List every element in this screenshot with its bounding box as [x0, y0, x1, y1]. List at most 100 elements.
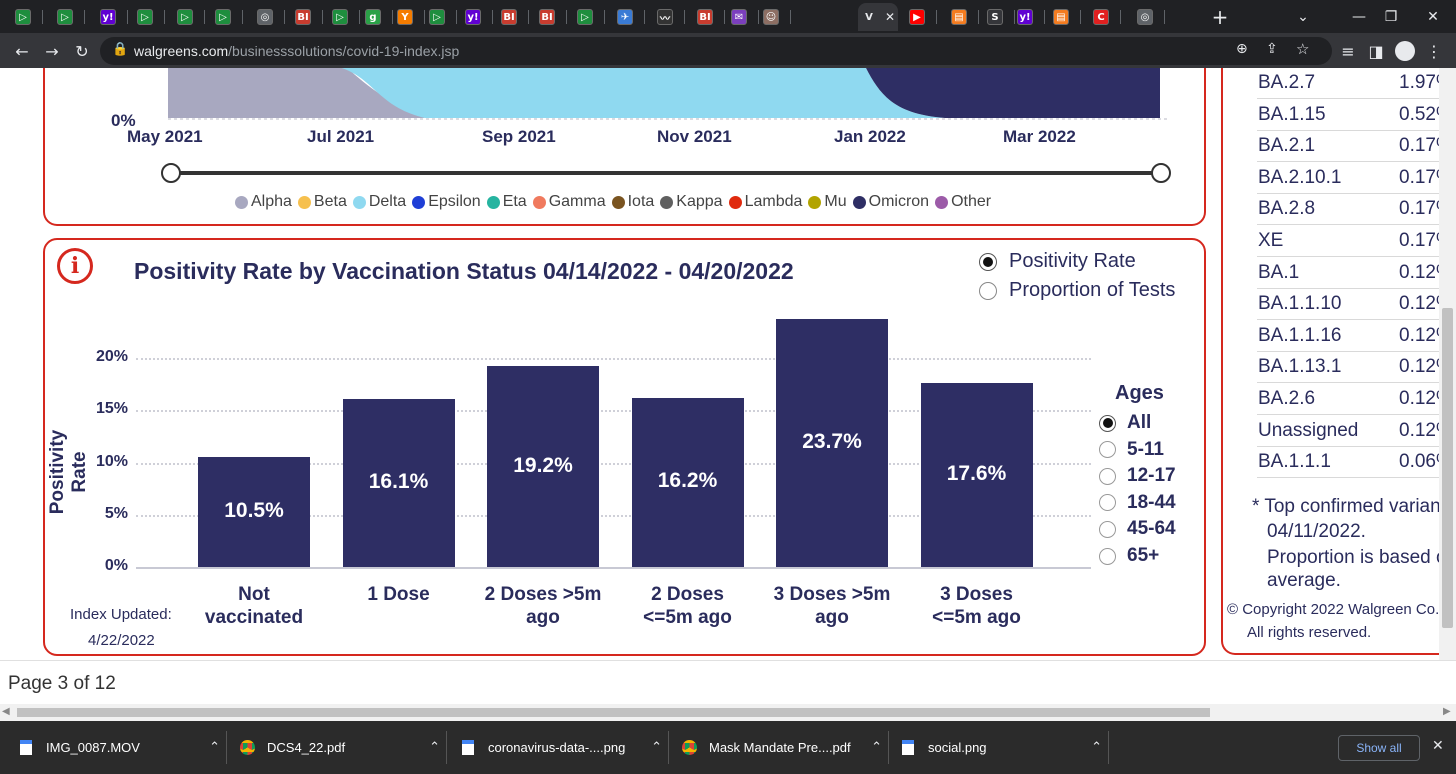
view-option-positivity-rate[interactable]: Positivity Rate	[979, 250, 1136, 273]
view-option-proportion-of-tests[interactable]: Proportion of Tests	[979, 279, 1175, 302]
age-option[interactable]: 12-17	[1099, 465, 1176, 487]
tab[interactable]: ▷	[208, 3, 238, 31]
tab[interactable]: BI	[494, 3, 524, 31]
minimize-icon[interactable]: —	[1352, 8, 1366, 25]
download-item[interactable]: IMG_0087.MOV ⌃	[20, 721, 220, 774]
slider-handle-end[interactable]	[1151, 163, 1171, 183]
tab[interactable]: 〰	[650, 3, 680, 31]
info-icon[interactable]: i	[57, 248, 93, 284]
tab[interactable]: BI	[532, 3, 562, 31]
chevron-up-icon[interactable]: ⌃	[651, 740, 662, 755]
age-option[interactable]: 5-11	[1099, 439, 1164, 461]
tab[interactable]: ▷	[170, 3, 200, 31]
tab[interactable]: ◎	[250, 3, 280, 31]
age-option[interactable]: All	[1099, 412, 1151, 434]
more-menu-icon[interactable]: ⋮	[1426, 41, 1442, 61]
scrollbar-thumb[interactable]	[1442, 308, 1453, 628]
tab[interactable]: ✈	[610, 3, 640, 31]
tab[interactable]: Y	[390, 3, 420, 31]
age-option[interactable]: 65+	[1099, 545, 1159, 567]
variant-name: BA.1.1.10	[1258, 293, 1342, 315]
address-bar[interactable]: 🔒 walgreens.com/businesssolutions/covid-…	[100, 37, 1332, 65]
download-item[interactable]: DCS4_22.pdf ⌃	[240, 721, 440, 774]
new-tab-button[interactable]: +	[1211, 4, 1229, 29]
scroll-right-icon[interactable]: ▶	[1443, 706, 1451, 717]
side-panel-icon[interactable]: ◨	[1368, 41, 1384, 61]
reload-icon[interactable]: ↻	[75, 41, 89, 61]
slider-handle-start[interactable]	[161, 163, 181, 183]
tab[interactable]: y!	[458, 3, 488, 31]
age-option[interactable]: 45-64	[1099, 518, 1176, 540]
legend-item[interactable]: Alpha	[235, 193, 292, 211]
variant-proportions-card: 0% May 2021 Jul 2021 Sep 2021 Nov 2021 J…	[43, 68, 1206, 226]
bar[interactable]	[776, 319, 888, 567]
legend-item[interactable]: Mu	[808, 193, 847, 211]
bar[interactable]	[342, 398, 455, 567]
legend-item[interactable]: Epsilon	[412, 193, 481, 211]
zoom-icon[interactable]: ⊕	[1236, 41, 1248, 57]
download-item[interactable]: Mask Mandate Pre....pdf ⌃	[682, 721, 882, 774]
tab[interactable]: ◎	[1130, 3, 1160, 31]
tab[interactable]: BI	[690, 3, 720, 31]
bar[interactable]	[631, 397, 744, 567]
active-tab[interactable]: V ✕	[858, 3, 898, 31]
horizontal-scrollbar[interactable]: ◀ ▶	[0, 704, 1456, 721]
hscroll-thumb[interactable]	[17, 708, 1210, 717]
restore-icon[interactable]: ❐	[1384, 8, 1398, 25]
radio-circle	[1099, 547, 1116, 565]
tab[interactable]: y!	[1010, 3, 1040, 31]
legend-item[interactable]: Kappa	[660, 193, 723, 211]
tab[interactable]: ▶	[902, 3, 932, 31]
tab[interactable]: ▷	[130, 3, 160, 31]
bookmark-star-icon[interactable]: ☆	[1296, 40, 1310, 58]
tab[interactable]: C	[1086, 3, 1116, 31]
close-shelf-icon[interactable]: ✕	[1432, 738, 1444, 754]
download-item[interactable]: social.png ⌃	[902, 721, 1102, 774]
tab[interactable]: g	[358, 3, 388, 31]
legend-item[interactable]: Delta	[352, 193, 406, 211]
legend-item[interactable]: Other	[935, 193, 991, 211]
tab[interactable]: BI	[288, 3, 318, 31]
tab[interactable]: ▷	[50, 3, 80, 31]
tab[interactable]: ▷	[325, 3, 355, 31]
profile-avatar[interactable]	[1393, 39, 1417, 63]
bar[interactable]	[920, 383, 1033, 567]
legend-item[interactable]: Omicron	[852, 193, 929, 211]
tab[interactable]: ▷	[8, 3, 38, 31]
bar[interactable]	[487, 366, 599, 567]
tab[interactable]: ▷	[422, 3, 452, 31]
date-range-slider[interactable]	[161, 163, 1171, 183]
download-item[interactable]: coronavirus-data-....png ⌃	[462, 721, 662, 774]
tab-search-icon[interactable]: ⌄	[1297, 8, 1309, 25]
vertical-scrollbar[interactable]	[1439, 68, 1456, 660]
tab-close-icon[interactable]: ✕	[884, 10, 896, 24]
legend-item[interactable]: Beta	[297, 193, 347, 211]
tab[interactable]: y!	[93, 3, 123, 31]
age-option[interactable]: 18-44	[1099, 492, 1176, 514]
share-icon[interactable]: ⇪	[1266, 41, 1278, 57]
forward-icon[interactable]: →	[45, 41, 59, 61]
media-control-icon[interactable]: ≡	[1341, 41, 1355, 61]
tab[interactable]: ✉	[724, 3, 754, 31]
chevron-up-icon[interactable]: ⌃	[429, 740, 440, 755]
chevron-up-icon[interactable]: ⌃	[209, 740, 220, 755]
url-text[interactable]: walgreens.com/businesssolutions/covid-19…	[134, 43, 459, 59]
copyright-line-1: © Copyright 2022 Walgreen Co.	[1227, 601, 1440, 618]
chevron-up-icon[interactable]: ⌃	[871, 740, 882, 755]
bar[interactable]	[198, 457, 310, 567]
scroll-left-icon[interactable]: ◀	[2, 706, 10, 717]
tab[interactable]: ☺	[756, 3, 786, 31]
show-all-button[interactable]: Show all	[1338, 735, 1420, 761]
close-window-icon[interactable]: ✕	[1427, 8, 1439, 25]
legend-item[interactable]: Iota	[611, 193, 654, 211]
tab[interactable]: ▤	[1046, 3, 1076, 31]
tab[interactable]: S	[980, 3, 1010, 31]
tab[interactable]: ▤	[944, 3, 974, 31]
back-icon[interactable]: ←	[15, 41, 29, 61]
legend-item[interactable]: Lambda	[728, 193, 802, 211]
tab[interactable]: ▷	[570, 3, 600, 31]
variant-value: 0.12%	[1399, 388, 1439, 409]
legend-item[interactable]: Gamma	[532, 193, 606, 211]
legend-item[interactable]: Eta	[486, 193, 527, 211]
chevron-up-icon[interactable]: ⌃	[1091, 740, 1102, 755]
